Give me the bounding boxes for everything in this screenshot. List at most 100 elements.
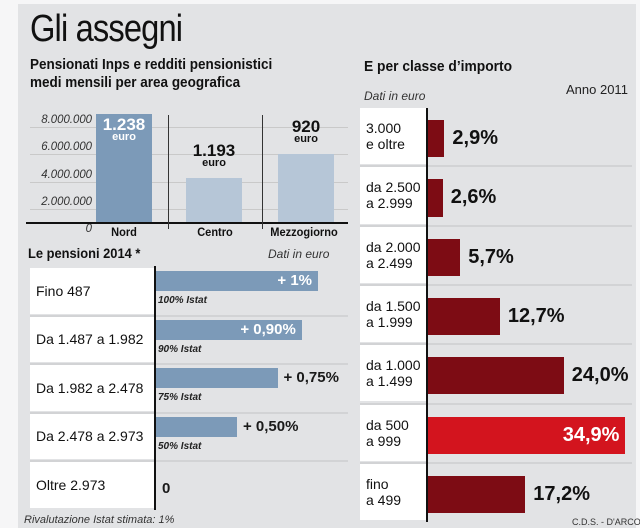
class-label: da 500 a 999	[360, 404, 426, 461]
divider	[168, 115, 169, 229]
subtitle-line-2: medi mensili per area geografica	[30, 74, 241, 91]
share-value-label: 2,6%	[450, 186, 497, 209]
y-tick-label: 2.000.000	[41, 193, 92, 208]
gridline	[30, 127, 348, 128]
y-tick-label: 0	[85, 221, 92, 235]
share-value-label: 17,2%	[533, 482, 591, 505]
table-row-label: Oltre 2.973	[30, 462, 154, 508]
amount-class-title: E per classe d’importo	[364, 58, 513, 75]
row-separator	[360, 343, 632, 346]
category-label: Mezzogiorno	[270, 225, 338, 239]
share-bar	[428, 297, 500, 336]
row-separator	[30, 363, 348, 365]
row-separator	[30, 460, 348, 462]
category-label: Nord	[111, 225, 137, 239]
class-label-line-2: a 2.499	[366, 254, 413, 271]
increase-bar	[156, 271, 318, 291]
y-tick-label: 8.000.000	[41, 112, 92, 126]
row-separator	[360, 165, 632, 168]
class-label-line-1: fino	[366, 475, 389, 492]
row-separator	[30, 314, 348, 317]
class-label-line-2: a 1.499	[366, 373, 413, 390]
amount-class-note: Dati in euro	[364, 89, 426, 103]
bar-value-label: + 0,90%	[240, 320, 296, 338]
class-label-line-1: da 2.000	[366, 238, 421, 255]
table-row-label: Fino 487	[30, 268, 154, 314]
bar-value: 920	[291, 116, 321, 136]
class-label: da 1.000 a 1.499	[360, 345, 426, 402]
credit: C.D.S. - D'ARCO	[572, 517, 640, 527]
class-label-line-1: 3.000	[366, 120, 402, 137]
bar-unit: euro	[202, 157, 226, 170]
bar-value-label: + 0,50%	[243, 417, 299, 435]
class-label: da 1.500 a 1.999	[360, 285, 426, 343]
divider	[262, 115, 263, 229]
category-label: Centro	[197, 225, 233, 239]
bar-data-label: 1.238 euro	[86, 115, 162, 145]
bar-value-label: + 1%	[277, 272, 312, 289]
row-separator	[30, 411, 348, 414]
row-separator	[360, 461, 632, 464]
x-axis-line	[26, 222, 348, 224]
class-label: da 2.000 a 2.499	[360, 226, 426, 283]
istat-percent-label: 100% Istat	[158, 295, 207, 306]
istat-percent-label: 50% Istat	[158, 440, 202, 452]
share-value-label: 2,9%	[452, 127, 498, 149]
bar-data-label: 1.193 euro	[176, 141, 252, 171]
axis-line	[154, 266, 156, 510]
bar-value-label: + 0,75%	[283, 369, 339, 386]
pensions-2014-note: Dati in euro	[268, 247, 330, 261]
increase-bar	[156, 368, 278, 388]
axis-line	[426, 108, 428, 522]
increase-bar	[156, 319, 302, 340]
istat-percent-label: 75% Istat	[158, 392, 202, 403]
share-bar	[428, 416, 626, 454]
share-value-label: 24,0%	[571, 364, 629, 387]
row-separator	[360, 402, 632, 405]
bar	[186, 178, 242, 222]
bar-data-label: 920 euro	[268, 116, 344, 147]
page-title: Gli assegni	[30, 8, 183, 50]
class-label-line-2: a 1.999	[366, 314, 413, 331]
share-bar	[428, 120, 445, 158]
y-tick-label: 6.000.000	[41, 139, 92, 154]
class-label-line-2: a 2.999	[366, 195, 413, 212]
bar-value: 1.238	[102, 115, 146, 135]
class-label: da 2.500 a 2.999	[360, 167, 426, 224]
increase-bar	[156, 416, 237, 437]
y-tick-label: 4.000.000	[41, 166, 92, 181]
subtitle: Pensionati Inps e redditi pensionistici …	[30, 56, 272, 92]
row-separator	[360, 224, 632, 227]
bar	[278, 153, 334, 222]
share-value-label: 34,9%	[562, 423, 620, 446]
table-row-label: Da 2.478 a 2.973	[30, 413, 154, 459]
subtitle-line-1: Pensionati Inps e redditi pensionistici	[30, 56, 273, 73]
share-bar	[428, 357, 564, 395]
class-label: 3.000 e oltre	[360, 108, 426, 165]
bar-unit: euro	[294, 132, 318, 145]
share-bar	[428, 179, 443, 217]
table-row-label: Da 1.982 a 2.478	[30, 365, 154, 411]
bar	[96, 114, 152, 222]
bar-unit: euro	[112, 131, 136, 144]
class-label-line-1: da 1.500	[366, 298, 421, 315]
share-value-label: 5,7%	[468, 245, 514, 268]
pensions-2014-title: Le pensioni 2014 *	[28, 245, 141, 261]
row-separator	[360, 283, 632, 286]
class-label-line-2: a 999	[366, 432, 402, 449]
class-label-line-1: da 500	[366, 416, 409, 433]
class-label: fino a 499	[360, 463, 426, 521]
istat-percent-label: 90% Istat	[158, 343, 202, 355]
class-label-line-1: da 2.500	[366, 179, 421, 196]
class-label-line-1: da 1.000	[366, 357, 421, 374]
share-bar	[428, 238, 461, 276]
table-row-label: Da 1.487 a 1.982	[30, 316, 154, 362]
share-value-label: 12,7%	[507, 304, 565, 327]
share-bar	[428, 475, 526, 514]
year-label: Anno 2011	[566, 82, 628, 97]
bar-value-label: 0	[162, 480, 171, 497]
bar-value: 1.193	[192, 141, 236, 161]
class-label-line-2: e oltre	[366, 136, 405, 153]
gridline	[30, 154, 348, 156]
class-label-line-2: a 499	[366, 491, 402, 508]
